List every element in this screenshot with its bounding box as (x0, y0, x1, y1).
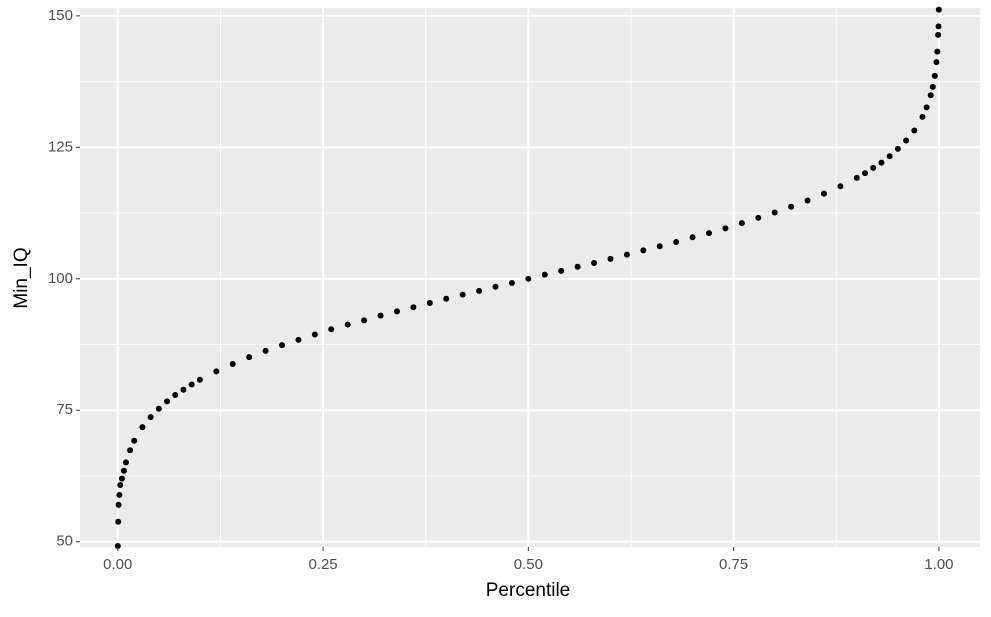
point (722, 225, 729, 232)
point (246, 354, 253, 361)
points (114, 6, 942, 549)
point (934, 48, 941, 55)
point (443, 295, 450, 302)
point (114, 542, 121, 549)
x-tick-label: 0.00 (103, 556, 132, 573)
point (862, 170, 869, 177)
point (361, 317, 368, 324)
point (911, 127, 918, 134)
point (147, 414, 154, 421)
point (229, 361, 236, 368)
point (508, 280, 515, 287)
point (919, 113, 926, 120)
point (196, 376, 203, 383)
point (116, 491, 123, 498)
point (117, 481, 124, 488)
point (853, 174, 860, 181)
point (377, 312, 384, 319)
point (127, 447, 134, 454)
point (607, 255, 614, 262)
point (837, 183, 844, 190)
point (929, 83, 936, 90)
point (164, 398, 171, 405)
point (673, 239, 680, 246)
point (115, 518, 122, 525)
point (935, 6, 942, 13)
point (131, 437, 138, 444)
point (139, 424, 146, 431)
point (640, 247, 647, 254)
y-tick-label: 100 (48, 270, 73, 287)
point (820, 190, 827, 197)
point (525, 275, 532, 282)
point (118, 475, 125, 482)
x-tick-label: 0.75 (719, 556, 748, 573)
point (788, 203, 795, 210)
point (311, 331, 318, 338)
x-tick-label: 1.00 (924, 556, 953, 573)
x-axis-title: Percentile (486, 580, 571, 601)
point (886, 153, 893, 160)
point (279, 342, 286, 349)
point (656, 243, 663, 250)
point (738, 220, 745, 227)
point (903, 137, 910, 144)
point (894, 145, 901, 152)
point (927, 92, 934, 99)
point (120, 467, 127, 474)
point (689, 234, 696, 241)
y-axis-title: Min_IQ (11, 247, 32, 308)
point (188, 381, 195, 388)
point (410, 304, 417, 311)
point (344, 321, 351, 328)
point (172, 392, 179, 399)
point (213, 368, 220, 375)
point (122, 459, 129, 466)
point (180, 386, 187, 393)
point (870, 164, 877, 171)
x-tick-label: 0.25 (308, 556, 337, 573)
point (755, 214, 762, 221)
point (878, 159, 885, 166)
point (771, 209, 778, 216)
point (933, 59, 940, 66)
point (262, 347, 269, 354)
y-tick-label: 75 (56, 401, 73, 418)
y-tick-label: 125 (48, 138, 73, 155)
point (931, 72, 938, 79)
point (558, 267, 565, 274)
y-tick-label: 50 (56, 533, 73, 550)
point (706, 230, 713, 237)
point (923, 104, 930, 111)
x-tick-label: 0.50 (514, 556, 543, 573)
point (935, 31, 942, 38)
point (591, 260, 598, 267)
point (459, 291, 466, 298)
point (295, 336, 302, 343)
point (155, 405, 162, 412)
point (935, 23, 942, 30)
point (804, 197, 811, 204)
point (623, 251, 630, 258)
point (115, 501, 122, 508)
point (328, 326, 335, 333)
point (476, 287, 483, 294)
point (492, 283, 499, 290)
point (426, 300, 433, 307)
point (574, 263, 581, 270)
y-tick-label: 150 (48, 7, 73, 24)
point (541, 271, 548, 278)
point (393, 308, 400, 315)
